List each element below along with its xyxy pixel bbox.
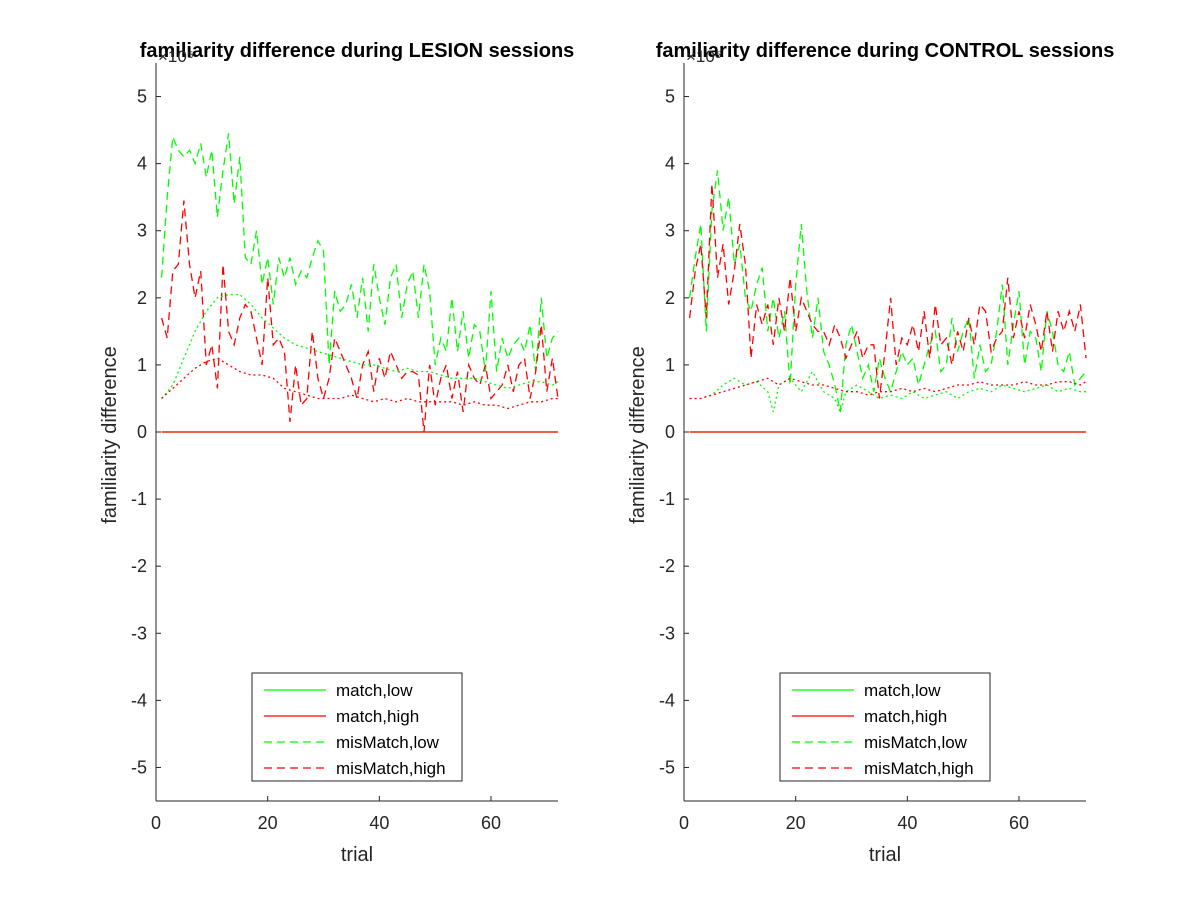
- y-tick-label: 0: [665, 422, 675, 442]
- y-tick-label: -2: [131, 556, 147, 576]
- legend: match,low match,high misMatch,low misMatch,…: [251, 672, 463, 782]
- x-tick-label: 0: [151, 813, 161, 833]
- x-tick-label: 20: [258, 813, 278, 833]
- series-line-mismatch-low: [688, 170, 1087, 413]
- y-tick-label: 5: [137, 87, 147, 107]
- x-axis-title: trial: [869, 844, 901, 866]
- y-exponent-label: ×10⁵: [158, 47, 194, 66]
- legend-box: [251, 672, 463, 782]
- legend-label: match,high: [864, 707, 947, 726]
- y-axis-title: familiarity difference: [627, 346, 649, 523]
- x-ticks: 0 20 40 60: [151, 796, 501, 833]
- x-tick-label: 20: [786, 813, 806, 833]
- y-ticks: -5 -4 -3 -2 -1 0 1 2 3 4 5: [131, 87, 161, 777]
- legend-label: match,high: [336, 707, 419, 726]
- y-tick-label: -5: [131, 757, 147, 777]
- y-tick-label: 3: [137, 221, 147, 241]
- x-tick-label: 40: [369, 813, 389, 833]
- y-exponent-label: ×10⁵: [686, 47, 722, 66]
- series-line-unlabeled-dotted-4: [689, 370, 1086, 414]
- legend-label: match,low: [336, 681, 413, 700]
- series-line-unlabeled-dotted-5: [689, 377, 1087, 400]
- y-tick-label: 3: [665, 221, 675, 241]
- y-tick-label: 5: [665, 87, 675, 107]
- legend-label: misMatch,low: [864, 733, 968, 752]
- chart-title: familiarity difference during CONTROL se…: [656, 40, 1115, 62]
- y-tick-label: -3: [131, 623, 147, 643]
- y-tick-label: -1: [659, 489, 675, 509]
- y-tick-label: -4: [659, 690, 675, 710]
- legend-entries: match,low match,high misMatch,low misMatch,…: [264, 681, 446, 778]
- legend: match,low match,high misMatch,low misMatch,…: [779, 672, 991, 782]
- chart-lesion: familiarity difference during LESION ses…: [99, 40, 574, 866]
- y-tick-label: 0: [137, 422, 147, 442]
- y-tick-label: 1: [137, 355, 147, 375]
- legend-box: [779, 672, 991, 782]
- y-tick-label: -2: [659, 556, 675, 576]
- legend-label: misMatch,low: [336, 733, 440, 752]
- y-tick-label: 4: [137, 154, 147, 174]
- legend-entries: match,low match,high misMatch,low misMatch,…: [792, 681, 974, 778]
- x-ticks: 0 20 40 60: [679, 796, 1029, 833]
- x-tick-label: 60: [1009, 813, 1029, 833]
- y-tick-label: -3: [659, 623, 675, 643]
- y-axis-title: familiarity difference: [99, 346, 121, 523]
- legend-label: misMatch,high: [864, 759, 974, 778]
- chart-control: familiarity difference during CONTROL se…: [627, 40, 1114, 866]
- series-line-unlabeled-dotted-5: [161, 357, 558, 410]
- y-tick-label: -4: [131, 690, 147, 710]
- y-tick-label: -1: [131, 489, 147, 509]
- x-tick-label: 60: [481, 813, 501, 833]
- y-tick-label: 2: [665, 288, 675, 308]
- series-line-mismatch-high: [688, 183, 1087, 399]
- series-line-mismatch-high: [160, 200, 559, 433]
- y-ticks: -5 -4 -3 -2 -1 0 1 2 3 4 5: [659, 87, 689, 777]
- y-tick-label: 2: [137, 288, 147, 308]
- x-tick-label: 40: [897, 813, 917, 833]
- data-layer: [160, 133, 559, 433]
- data-layer: [688, 170, 1087, 433]
- y-tick-label: 1: [665, 355, 675, 375]
- y-tick-label: -5: [659, 757, 675, 777]
- x-axis-title: trial: [341, 844, 373, 866]
- y-tick-label: 4: [665, 154, 675, 174]
- legend-label: match,low: [864, 681, 941, 700]
- legend-label: misMatch,high: [336, 759, 446, 778]
- series-line-mismatch-low: [160, 133, 559, 372]
- x-tick-label: 0: [679, 813, 689, 833]
- chart-title: familiarity difference during LESION ses…: [140, 40, 575, 62]
